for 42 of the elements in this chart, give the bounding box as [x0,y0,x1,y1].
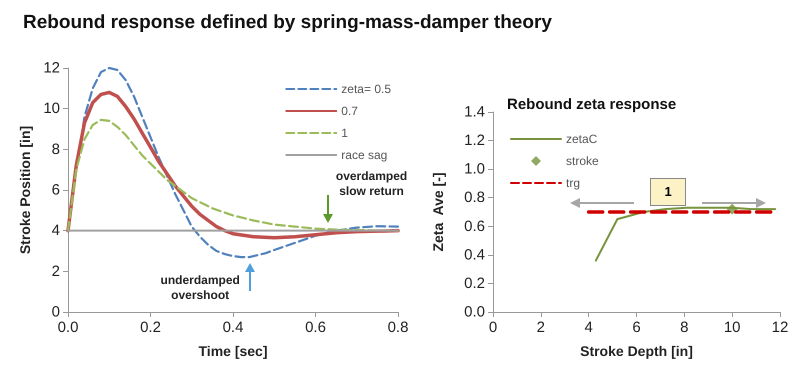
y-tick-label: 0.6 [464,218,485,235]
legend-label: zeta= 0.5 [341,82,392,96]
x-axis-title: Stroke Depth [in] [580,343,693,359]
annotation: 1 [650,178,686,206]
y-tick-label: 4 [52,222,60,240]
x-tick-label: 0.8 [388,319,408,336]
legend-label: 1 [341,126,348,140]
y-tick-label: 0.0 [464,304,485,320]
y-tick-label: 1.0 [464,160,485,178]
chart-title: Rebound zeta response [507,96,676,113]
y-tick-label: 0.2 [464,274,485,292]
y-tick-label: 1.4 [464,104,485,120]
x-tick-label: 0.4 [222,319,244,336]
y-tick-label: 12 [43,60,60,76]
y-tick-label: 2 [52,262,60,280]
x-tick-label: 8 [680,319,689,336]
legend-label: 0.7 [341,104,358,118]
legend-label: race sag [341,148,388,162]
x-tick-label: 12 [772,319,788,336]
y-axis-title: Stroke Position [in] [17,126,33,254]
x-tick-label: 4 [584,319,593,336]
y-tick-label: 0.8 [464,189,485,206]
x-tick-label: 0.2 [140,319,161,336]
annotation: overdamped slow return [336,168,408,199]
chart-title: Rebound response defined by spring-mass-damper theory [23,12,552,33]
y-tick-label: 10 [43,100,60,118]
y-axis-title: Zeta Ave [-] [430,172,446,252]
y-tick-label: 0.4 [464,246,485,264]
y-tick-label: 8 [52,140,60,158]
legend-label: stroke [566,154,600,168]
legend-label: trg [566,176,580,190]
x-tick-label: 0 [488,319,498,336]
x-tick-label: 6 [632,319,641,336]
x-axis-title: Time [sec] [198,343,268,359]
legend-label: zetaC [566,132,598,146]
y-tick-label: 6 [52,182,60,198]
annotation: underdamped overshoot [160,273,240,304]
x-tick-label: 2 [536,319,546,336]
y-tick-label: 0 [52,304,60,320]
y-tick-label: 1.2 [464,132,485,150]
x-tick-label: 0.6 [305,319,326,336]
x-tick-label: 10 [724,319,741,336]
